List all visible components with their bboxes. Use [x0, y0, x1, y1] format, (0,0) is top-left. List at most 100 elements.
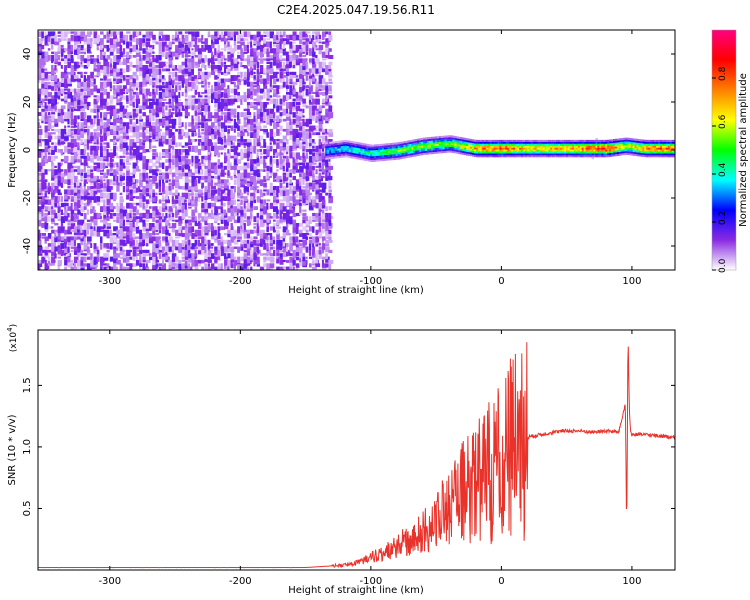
heatmap-cell [289, 253, 293, 256]
heatmap-cell [194, 122, 199, 129]
heatmap-cell [162, 112, 165, 117]
heatmap-cell [230, 65, 235, 69]
heatmap-cell [299, 108, 303, 112]
heatmap-cell [175, 55, 179, 60]
heatmap-cell [152, 236, 156, 242]
heatmap-cell [100, 81, 105, 89]
heatmap-cell [119, 175, 124, 181]
heatmap-cell [44, 179, 48, 183]
heatmap-cell [181, 259, 186, 262]
heatmap-cell [328, 162, 331, 166]
heatmap-cell [266, 216, 270, 223]
heatmap-cell [135, 75, 139, 81]
heatmap-cell [178, 142, 182, 147]
heatmap-cell [103, 165, 108, 168]
heatmap-cell [315, 91, 320, 98]
heatmap-cell [315, 233, 318, 236]
heatmap-cell [145, 229, 149, 236]
heatmap-cell [305, 61, 308, 69]
heatmap-cell [67, 189, 72, 196]
heatmap-cell [356, 153, 359, 156]
heatmap-cell [109, 233, 115, 236]
heatmap-cell [237, 95, 241, 102]
heatmap-cell [247, 270, 251, 275]
heatmap-cell [233, 85, 239, 88]
heatmap-cell [64, 95, 68, 101]
heatmap-cell [224, 135, 227, 143]
heatmap-cell [308, 186, 313, 190]
heatmap-cell [80, 95, 85, 101]
heatmap-cell [77, 179, 80, 187]
heatmap-cell [93, 212, 99, 220]
heatmap-cell [165, 212, 168, 219]
heatmap-cell [259, 202, 265, 209]
heatmap-cell [168, 189, 172, 196]
heatmap-cell [175, 98, 179, 104]
heatmap-cell [243, 179, 247, 184]
heatmap-cell [122, 226, 128, 232]
heatmap-cell [83, 71, 88, 75]
heatmap-cell [204, 226, 208, 234]
heatmap-cell [181, 263, 185, 270]
heatmap-cell [181, 105, 185, 110]
heatmap-cell [230, 98, 235, 105]
heatmap-cell [224, 88, 228, 93]
heatmap-cell [155, 169, 160, 172]
heatmap-cell [207, 61, 210, 66]
heatmap-cell [90, 186, 95, 190]
heatmap-cell [168, 48, 171, 55]
heatmap-cell [178, 226, 182, 234]
heatmap-cell [162, 61, 167, 67]
heatmap-cell [263, 41, 267, 47]
heatmap-cell [220, 78, 225, 83]
heatmap-cell [149, 31, 153, 36]
heatmap-cell [360, 142, 363, 145]
heatmap-cell [64, 48, 68, 52]
heatmap-cell [325, 226, 329, 231]
heatmap-cell [246, 68, 250, 73]
heatmap-cell [70, 68, 75, 75]
heatmap-cell [256, 233, 260, 236]
heatmap-cell [113, 256, 118, 264]
heatmap-cell [184, 243, 188, 250]
heatmap-cell [106, 155, 109, 162]
heatmap-cell [129, 34, 133, 41]
heatmap-cell [321, 31, 327, 38]
heatmap-cell [149, 51, 152, 55]
heatmap-cell [60, 149, 63, 156]
heatmap-cell [100, 172, 104, 175]
heatmap-cell [362, 152, 365, 155]
heatmap-cell [286, 128, 289, 136]
heatmap-cell [273, 199, 278, 203]
heatmap-cell [299, 128, 304, 132]
heatmap-cell [224, 179, 229, 186]
heatmap-cell [220, 182, 225, 186]
heatmap-cell [308, 202, 313, 210]
heatmap-cell [315, 31, 320, 36]
heatmap-cell [96, 196, 101, 202]
heatmap-cell [214, 246, 219, 251]
heatmap-cell [253, 118, 259, 125]
heatmap-cell [263, 162, 267, 169]
heatmap-cell [152, 229, 156, 235]
heatmap-cell [175, 102, 180, 107]
heatmap-cell [292, 226, 297, 233]
heatmap-cell [106, 253, 110, 258]
heatmap-cell [350, 141, 354, 143]
heatmap-cell [279, 175, 282, 180]
heatmap-cell [139, 132, 144, 138]
heatmap-cell [155, 223, 161, 230]
heatmap-cell [318, 162, 322, 168]
heatmap-cell [315, 128, 318, 132]
heatmap-cell [328, 105, 333, 112]
heatmap-cell [321, 132, 325, 135]
heatmap-cell [178, 112, 183, 117]
heatmap-cell [197, 169, 201, 173]
heatmap-cell [168, 91, 173, 98]
heatmap-cell [64, 206, 67, 210]
heatmap-cell [47, 206, 52, 212]
heatmap-cell [70, 44, 73, 52]
heatmap-cell [325, 48, 329, 55]
heatmap-cell [135, 249, 141, 252]
heatmap-cell [256, 212, 259, 218]
